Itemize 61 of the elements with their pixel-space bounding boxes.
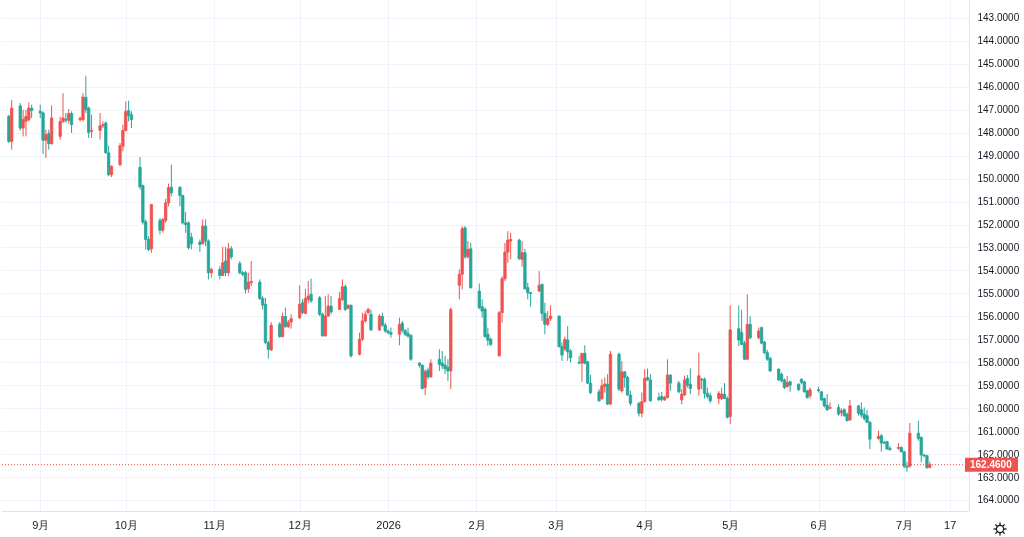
x-tick-label: 17 bbox=[944, 518, 957, 531]
y-tick-label: 154.0000 bbox=[977, 264, 1020, 276]
x-tick-label: 6月 bbox=[810, 518, 828, 531]
x-tick-label: 12月 bbox=[288, 518, 312, 531]
candlestick bbox=[64, 112, 68, 124]
candlestick bbox=[888, 445, 892, 452]
y-tick-label: 155.0000 bbox=[977, 287, 1020, 299]
candlestick bbox=[748, 315, 752, 340]
y-tick-label: 148.0000 bbox=[977, 127, 1020, 139]
candlestick bbox=[446, 358, 450, 382]
candlestick bbox=[198, 238, 202, 253]
candlestick bbox=[577, 355, 581, 365]
y-tick-label: 158.0000 bbox=[977, 356, 1020, 368]
candlestick bbox=[580, 352, 584, 383]
y-tick-label: 150.0000 bbox=[977, 173, 1020, 185]
x-tick-label: 3月 bbox=[548, 518, 566, 531]
y-tick-label: 164.0000 bbox=[977, 494, 1020, 506]
candlestick bbox=[249, 260, 253, 287]
y-tick-label: 143.0000 bbox=[977, 12, 1020, 24]
candlestick bbox=[18, 102, 22, 131]
y-tick-label: 151.0000 bbox=[977, 196, 1020, 208]
x-tick-label: 4月 bbox=[636, 518, 654, 531]
y-tick-label: 156.0000 bbox=[977, 310, 1020, 322]
candlestick bbox=[98, 112, 102, 141]
candlestick bbox=[47, 129, 51, 151]
x-tick-label: 11月 bbox=[203, 518, 226, 531]
y-tick-label: 145.0000 bbox=[977, 58, 1020, 70]
y-tick-label: 146.0000 bbox=[977, 81, 1020, 93]
y-tick-label: 162.0000 bbox=[977, 448, 1020, 460]
y-tick-label: 163.0000 bbox=[977, 471, 1020, 483]
y-tick-label: 147.0000 bbox=[977, 104, 1020, 116]
candlestick bbox=[648, 373, 652, 403]
y-tick-label: 144.0000 bbox=[977, 35, 1020, 47]
candlestick bbox=[21, 109, 25, 137]
y-tick-label: 161.0000 bbox=[977, 425, 1020, 437]
candlestick bbox=[788, 380, 792, 393]
x-tick-label: 10月 bbox=[114, 518, 138, 531]
x-tick-label: 9月 bbox=[32, 518, 50, 531]
x-tick-label: 2026 bbox=[376, 518, 401, 531]
x-tick-label: 5月 bbox=[722, 518, 740, 531]
y-tick-label: 159.0000 bbox=[977, 379, 1020, 391]
candlestick bbox=[221, 246, 225, 277]
candlestick bbox=[737, 304, 741, 347]
candlestick bbox=[828, 401, 832, 410]
candlestick bbox=[169, 164, 173, 197]
y-tick-label: 153.0000 bbox=[977, 241, 1020, 253]
y-tick-label: 160.0000 bbox=[977, 402, 1020, 414]
candlestick bbox=[89, 114, 94, 139]
candlestick bbox=[323, 295, 327, 338]
candlestick bbox=[440, 350, 444, 370]
y-tick-label: 149.0000 bbox=[977, 150, 1020, 162]
x-tick-label: 2月 bbox=[468, 518, 486, 531]
x-tick-label: 7月 bbox=[896, 518, 914, 531]
candlestick bbox=[509, 232, 513, 260]
y-tick-label: 152.0000 bbox=[977, 219, 1020, 231]
ref-line-label: 162.4600 bbox=[970, 458, 1013, 470]
candlestick bbox=[309, 278, 313, 304]
candlestick bbox=[329, 295, 333, 315]
y-tick-label: 157.0000 bbox=[977, 333, 1020, 345]
candlestick bbox=[81, 92, 85, 122]
candlestick bbox=[466, 240, 470, 260]
